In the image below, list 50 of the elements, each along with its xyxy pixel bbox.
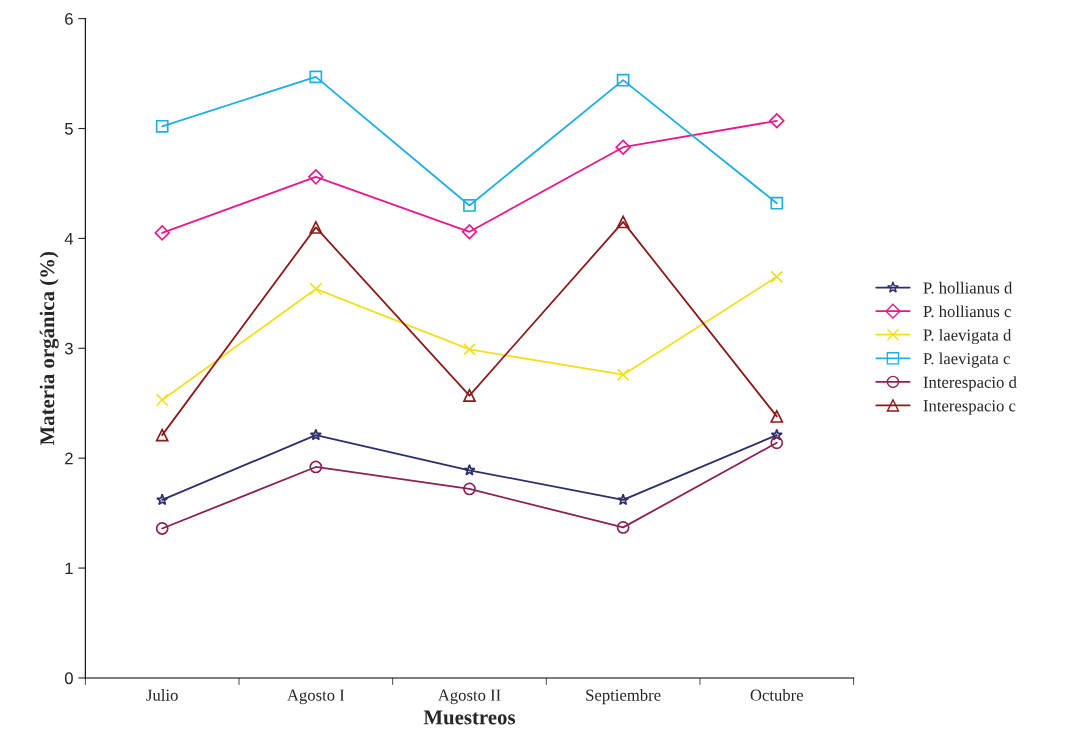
legend-label: P. hollianus d: [923, 281, 1013, 294]
point: [463, 463, 476, 476]
point: [308, 169, 324, 185]
point: [770, 428, 783, 441]
point: [461, 224, 478, 240]
point: [769, 113, 785, 129]
x-tick-label: Julio: [146, 689, 178, 701]
point: [616, 73, 630, 87]
point: [154, 225, 170, 241]
y-tick-label: 4: [64, 232, 74, 245]
x-tick-label: Agosto I: [287, 689, 345, 705]
point: [616, 521, 630, 534]
point: [770, 196, 784, 210]
point: [309, 221, 323, 234]
point: [309, 460, 323, 474]
x-axis-title: Muestreos: [423, 710, 516, 725]
legend-label: Interespacio c: [923, 400, 1016, 415]
y-tick-label: 6: [65, 13, 73, 25]
point: [463, 199, 476, 212]
y-tick-label: 5: [64, 123, 73, 135]
legend-label: P. laevigata d: [923, 328, 1012, 345]
point: [155, 428, 169, 442]
point: [463, 482, 476, 496]
point: [463, 389, 476, 402]
point: [155, 522, 169, 535]
point: [309, 70, 323, 84]
point: [770, 410, 784, 423]
point: [463, 342, 476, 356]
point: [617, 493, 630, 506]
x-tick-label: Agosto II: [437, 689, 501, 705]
legend-label: Interespacio d: [923, 376, 1017, 392]
legend-label: P. laevigata c: [923, 352, 1010, 368]
y-tick-label: 0: [64, 672, 73, 685]
point: [309, 282, 323, 296]
point: [616, 368, 630, 382]
y-tick-label: 2: [65, 452, 73, 465]
point: [616, 215, 630, 229]
point: [155, 393, 169, 407]
point: [770, 436, 784, 450]
legend-label: P. hollianus c: [923, 305, 1011, 318]
point: [309, 428, 322, 441]
point: [156, 493, 169, 506]
point: [770, 270, 784, 284]
x-tick-label: Octubre: [750, 689, 804, 701]
y-axis-title: Materia orgánica (%): [39, 252, 59, 446]
x-tick-label: Septiembre: [586, 689, 661, 705]
point: [615, 139, 631, 155]
y-tick-label: 3: [64, 342, 73, 355]
point: [155, 119, 169, 133]
y-tick-label: 1: [65, 562, 73, 575]
